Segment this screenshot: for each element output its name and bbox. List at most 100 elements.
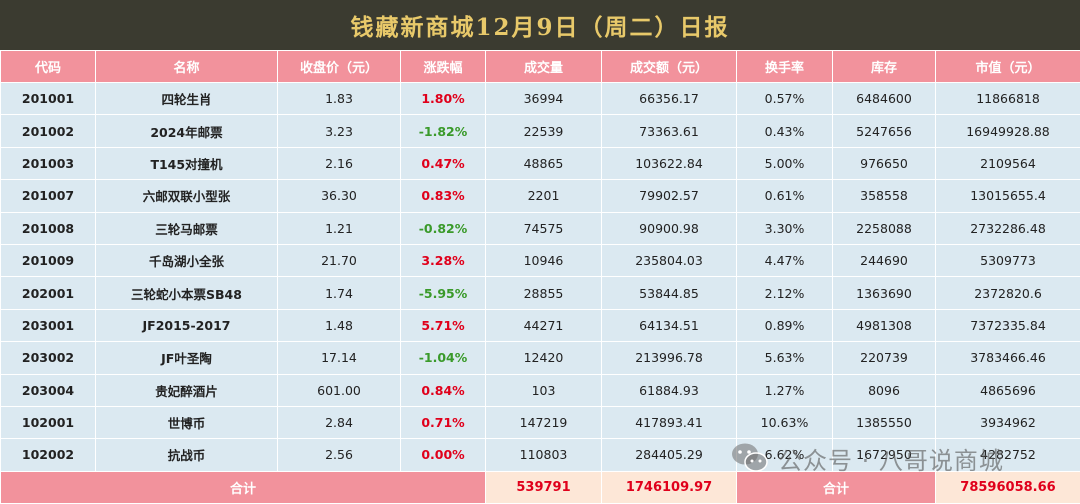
cell-turnover: 0.61%	[737, 180, 833, 212]
cell-turnover: 5.00%	[737, 147, 833, 179]
cell-turnover: 3.30%	[737, 212, 833, 244]
report-title: 钱藏新商城12月9日（周二）日报	[350, 8, 729, 42]
cell-market-value: 13015655.4	[936, 180, 1080, 212]
cell-change-pct: 0.83%	[401, 180, 486, 212]
cell-name: 贵妃醉酒片	[96, 374, 278, 406]
cell-volume: 36994	[486, 83, 602, 115]
cell-amount: 64134.51	[602, 309, 737, 341]
cell-change-pct: 1.80%	[401, 83, 486, 115]
cell-turnover: 10.63%	[737, 406, 833, 438]
cell-inventory: 358558	[833, 180, 936, 212]
col-header-code: 代码	[1, 51, 96, 83]
cell-amount: 73363.61	[602, 115, 737, 147]
totals-label: 合计	[1, 471, 486, 503]
cell-inventory: 1363690	[833, 277, 936, 309]
col-header-volume: 成交量	[486, 51, 602, 83]
cell-market-value: 2372820.6	[936, 277, 1080, 309]
cell-market-value: 4282752	[936, 439, 1080, 471]
cell-change-pct: 0.00%	[401, 439, 486, 471]
col-header-market-value: 市值（元）	[936, 51, 1080, 83]
col-header-change-pct: 涨跌幅	[401, 51, 486, 83]
cell-market-value: 4865696	[936, 374, 1080, 406]
totals-label-2: 合计	[737, 471, 936, 503]
cell-name: JF叶圣陶	[96, 342, 278, 374]
cell-amount: 235804.03	[602, 244, 737, 276]
cell-volume: 48865	[486, 147, 602, 179]
cell-code: 201002	[1, 115, 96, 147]
cell-market-value: 3783466.46	[936, 342, 1080, 374]
cell-name: 千岛湖小全张	[96, 244, 278, 276]
cell-amount: 53844.85	[602, 277, 737, 309]
cell-code: 201001	[1, 83, 96, 115]
cell-inventory: 1672950	[833, 439, 936, 471]
cell-code: 102001	[1, 406, 96, 438]
cell-inventory: 5247656	[833, 115, 936, 147]
cell-close-price: 2.84	[278, 406, 401, 438]
cell-volume: 74575	[486, 212, 602, 244]
cell-turnover: 2.12%	[737, 277, 833, 309]
cell-name: 2024年邮票	[96, 115, 278, 147]
cell-amount: 284405.29	[602, 439, 737, 471]
cell-amount: 90900.98	[602, 212, 737, 244]
cell-turnover: 0.57%	[737, 83, 833, 115]
cell-name: 三轮马邮票	[96, 212, 278, 244]
cell-change-pct: -1.82%	[401, 115, 486, 147]
cell-inventory: 2258088	[833, 212, 936, 244]
cell-code: 203004	[1, 374, 96, 406]
cell-code: 202001	[1, 277, 96, 309]
cell-code: 201003	[1, 147, 96, 179]
cell-inventory: 6484600	[833, 83, 936, 115]
col-header-close-price: 收盘价（元）	[278, 51, 401, 83]
cell-close-price: 1.21	[278, 212, 401, 244]
title-bar: 钱藏新商城12月9日（周二）日报	[0, 0, 1080, 50]
col-header-turnover: 换手率	[737, 51, 833, 83]
cell-name: 四轮生肖	[96, 83, 278, 115]
cell-volume: 28855	[486, 277, 602, 309]
cell-close-price: 36.30	[278, 180, 401, 212]
cell-market-value: 7372335.84	[936, 309, 1080, 341]
cell-market-value: 2109564	[936, 147, 1080, 179]
cell-inventory: 244690	[833, 244, 936, 276]
cell-change-pct: 5.71%	[401, 309, 486, 341]
cell-inventory: 976650	[833, 147, 936, 179]
cell-name: 六邮双联小型张	[96, 180, 278, 212]
cell-change-pct: -0.82%	[401, 212, 486, 244]
cell-inventory: 1385550	[833, 406, 936, 438]
cell-code: 102002	[1, 439, 96, 471]
market-value-total: 78596058.66	[936, 471, 1080, 503]
cell-inventory: 220739	[833, 342, 936, 374]
cell-name: 世博币	[96, 406, 278, 438]
cell-turnover: 5.63%	[737, 342, 833, 374]
cell-inventory: 4981308	[833, 309, 936, 341]
cell-close-price: 2.56	[278, 439, 401, 471]
cell-change-pct: 0.84%	[401, 374, 486, 406]
col-header-name: 名称	[96, 51, 278, 83]
cell-turnover: 0.89%	[737, 309, 833, 341]
cell-code: 201007	[1, 180, 96, 212]
cell-market-value: 3934962	[936, 406, 1080, 438]
cell-close-price: 1.48	[278, 309, 401, 341]
cell-volume: 22539	[486, 115, 602, 147]
cell-amount: 213996.78	[602, 342, 737, 374]
cell-turnover: 1.27%	[737, 374, 833, 406]
cell-name: 抗战币	[96, 439, 278, 471]
volume-total: 539791	[486, 471, 602, 503]
cell-close-price: 2.16	[278, 147, 401, 179]
cell-close-price: 1.74	[278, 277, 401, 309]
cell-change-pct: 3.28%	[401, 244, 486, 276]
cell-volume: 110803	[486, 439, 602, 471]
cell-close-price: 1.83	[278, 83, 401, 115]
cell-change-pct: 0.71%	[401, 406, 486, 438]
cell-volume: 103	[486, 374, 602, 406]
cell-turnover: 4.47%	[737, 244, 833, 276]
cell-amount: 417893.41	[602, 406, 737, 438]
cell-market-value: 5309773	[936, 244, 1080, 276]
